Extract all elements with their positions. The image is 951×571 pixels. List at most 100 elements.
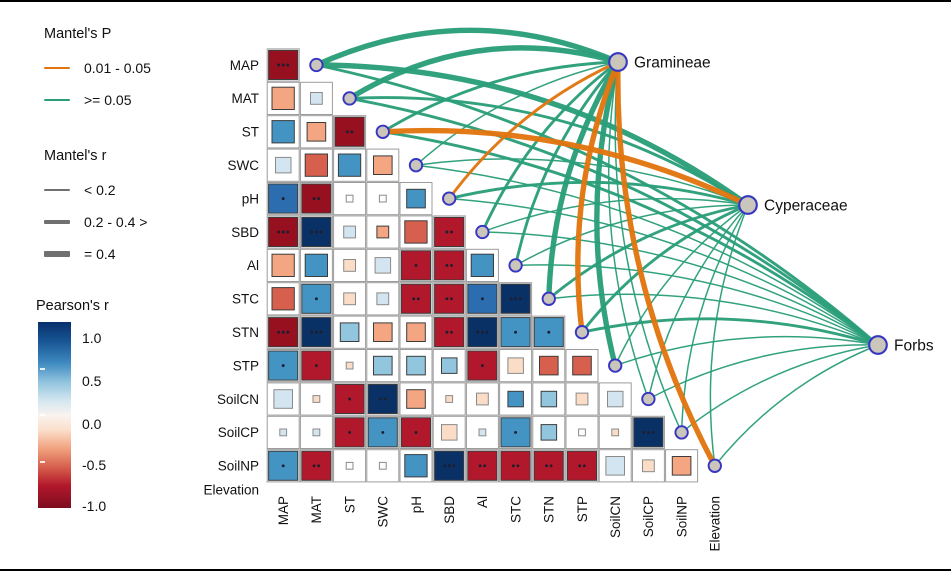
significance-star <box>348 397 352 401</box>
significance-star <box>445 330 449 334</box>
significance-star <box>277 330 281 334</box>
edge-Gramineae-STN <box>575 59 621 335</box>
taxon-label-Gramineae: Gramineae <box>634 55 711 72</box>
significance-star <box>277 230 281 234</box>
colorbar-notch <box>40 368 45 370</box>
row-label-pH: pH <box>242 191 259 206</box>
legend-item-r-thick: = 0.4 <box>44 238 147 270</box>
significance-star <box>642 430 646 434</box>
node-SBD[interactable] <box>475 224 490 240</box>
cell-square-SoilNP-pH <box>404 454 428 478</box>
node-STP[interactable] <box>608 358 623 373</box>
cell-square-SoilCP-SBD <box>441 424 458 441</box>
node-Al[interactable] <box>508 258 523 273</box>
legend-pearson-title: Pearson's r <box>36 298 109 314</box>
edge-Gramineae-Al <box>514 60 620 267</box>
significance-star <box>281 230 285 234</box>
hub-Gramineae[interactable] <box>608 52 628 72</box>
cell-square-SoilNP-STC <box>500 450 531 481</box>
significance-star <box>379 397 382 401</box>
cell-square-SoilCP-STP <box>578 428 586 437</box>
edge-Forbs-SoilCP <box>680 344 879 434</box>
significance-star <box>314 297 318 301</box>
significance-star <box>317 197 321 201</box>
cell-square-SoilNP-SoilNP <box>671 456 692 476</box>
row-label-Al: Al <box>247 258 259 273</box>
col-label-MAP: MAP <box>276 496 291 525</box>
significance-star <box>514 297 518 301</box>
cell-square-STC-ST <box>343 292 357 306</box>
colorbar-tick-m1.0: -1.0 <box>82 498 107 514</box>
significance-star <box>646 430 650 434</box>
significance-star <box>414 430 418 434</box>
cell-square-STP-STP <box>572 355 592 376</box>
cell-square-SoilNP-SoilCP <box>642 459 655 473</box>
hub-Cyperaceae[interactable] <box>738 195 758 215</box>
significance-star <box>312 197 316 201</box>
hub-Forbs[interactable] <box>868 335 888 355</box>
edge-Cyperaceae-MAT <box>348 96 750 207</box>
col-label-STN: STN <box>542 496 557 523</box>
node-MAP[interactable] <box>309 57 324 73</box>
edge-Forbs-STC <box>548 293 879 346</box>
cell-square-ST-MAT <box>306 122 327 142</box>
significance-star <box>345 130 349 134</box>
cell-square-STP-STC <box>507 357 524 374</box>
cell-square-SoilCN-Al <box>476 392 489 406</box>
cell-square-pH-pH <box>406 188 426 209</box>
legend-mantel-r: Mantel's r < 0.2 0.2 - 0.4 > = 0.4 <box>44 148 147 270</box>
pearson-colorbar <box>38 322 71 508</box>
cell-square-MAT-MAT <box>310 92 323 105</box>
col-label-SoilCN: SoilCN <box>608 496 623 538</box>
edge-Gramineae-SWC <box>415 61 619 166</box>
significance-star <box>516 464 520 468</box>
significance-star <box>651 430 655 434</box>
edge-Forbs-SBD <box>481 231 879 346</box>
legend-mantel-r-title: Mantel's r <box>44 148 107 164</box>
node-SoilCP[interactable] <box>674 425 689 440</box>
row-label-SWC: SWC <box>228 158 260 173</box>
legend-pearson: Pearson's r 1.0 0.5 0.0 -0.5 -1.0 <box>36 298 166 528</box>
significance-star <box>281 197 285 201</box>
significance-star <box>381 430 385 434</box>
col-label-STP: STP <box>575 496 590 522</box>
row-label-STP: STP <box>233 358 259 373</box>
cell-square-SoilCN-pH <box>406 389 426 409</box>
node-STC[interactable] <box>541 291 556 306</box>
node-SWC[interactable] <box>408 158 424 173</box>
legend-item-label: >= 0.05 <box>84 92 132 108</box>
row-labels: MAP MAT ST SWC pH SBD Al STC STN STP SoilCN SoilCP S… <box>203 58 259 498</box>
node-STN[interactable] <box>574 325 590 340</box>
significance-star <box>514 330 518 334</box>
col-label-SoilNP: SoilNP <box>674 496 689 537</box>
cell-square-Al-MAT <box>304 253 329 277</box>
node-SoilCN[interactable] <box>641 391 656 407</box>
cell-square-SWC-SWC <box>373 155 393 175</box>
cell-square-SBD-ST <box>343 225 357 239</box>
col-label-SoilCP: SoilCP <box>641 496 656 537</box>
node-pH[interactable] <box>442 191 457 206</box>
cell-square-SoilNP-SoilCN <box>605 456 626 476</box>
significance-star <box>478 464 482 468</box>
cell-square-SWC-ST <box>337 153 362 177</box>
significance-star <box>545 464 548 468</box>
col-label-STC: STC <box>508 496 523 523</box>
edge-Forbs-pH <box>448 197 879 346</box>
row-label-SoilNP: SoilNP <box>218 459 259 474</box>
cell-square-STP-SBD <box>441 357 458 374</box>
node-SoilNP[interactable] <box>707 458 722 473</box>
cell-square-Al-Al <box>470 253 495 277</box>
significance-star <box>547 330 551 334</box>
significance-star <box>412 297 416 301</box>
significance-star <box>314 230 318 234</box>
matrix-cell <box>366 182 400 216</box>
row-label-MAP: MAP <box>230 58 259 73</box>
significance-star <box>286 63 290 67</box>
col-label-SWC: SWC <box>376 496 391 528</box>
cell-square-SoilNP-ST <box>345 461 354 470</box>
cell-square-SoilCN-MAP <box>273 389 293 409</box>
node-ST[interactable] <box>375 124 390 139</box>
significance-star <box>447 464 451 468</box>
node-MAT[interactable] <box>342 91 357 106</box>
colorbar-tick-0.0: 0.0 <box>82 416 102 432</box>
